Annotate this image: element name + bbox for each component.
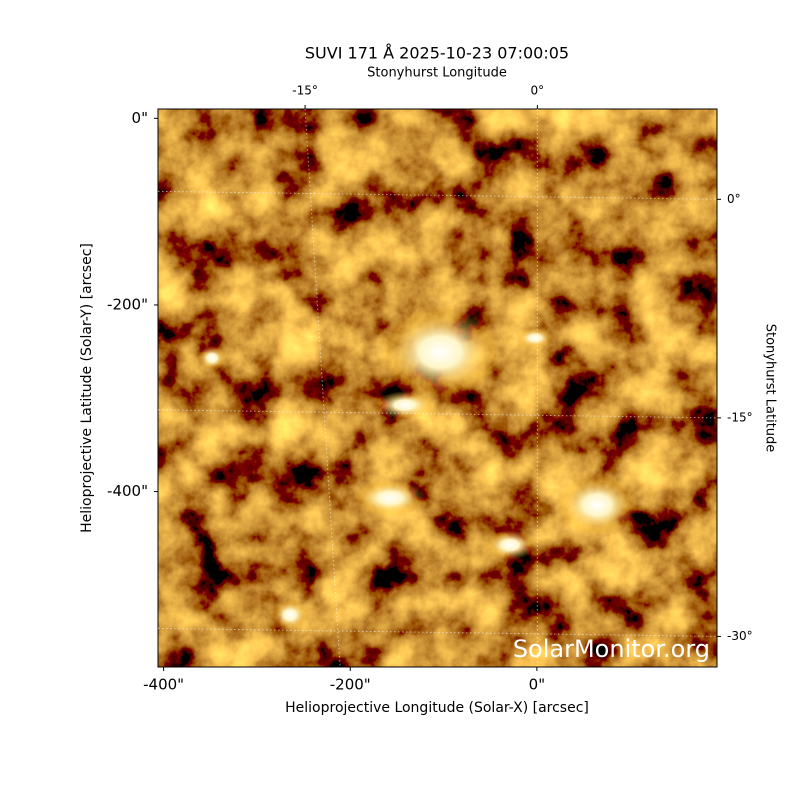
x-tick-label: 0" bbox=[529, 676, 545, 694]
x-tick-label: -400" bbox=[143, 676, 184, 694]
grid-line bbox=[157, 409, 718, 419]
right-axis-label: Stonyhurst Latitude bbox=[763, 324, 778, 453]
y-axis-label: Helioprojective Latitude (Solar-Y) [arcs… bbox=[79, 243, 95, 533]
x2-tick-label: 0° bbox=[531, 84, 545, 98]
y-tick-label: -400" bbox=[107, 482, 148, 500]
x-tick-label: -200" bbox=[330, 676, 371, 694]
axes-frame bbox=[157, 108, 718, 668]
top-axis-label: Stonyhurst Longitude bbox=[367, 66, 507, 81]
y-tick-label: 0" bbox=[132, 109, 148, 127]
y2-tick-label: 0° bbox=[727, 192, 741, 206]
y2-tick-label: -30° bbox=[727, 629, 753, 643]
y2-tick-label: -15° bbox=[727, 410, 753, 424]
grid-line bbox=[157, 190, 718, 200]
x2-tick-label: -15° bbox=[292, 84, 318, 98]
watermark: SolarMonitor.org bbox=[513, 635, 710, 663]
solar-image bbox=[158, 109, 717, 667]
y-tick-label: -200" bbox=[107, 295, 148, 313]
grid-line bbox=[304, 108, 341, 668]
x-axis-label: Helioprojective Longitude (Solar-X) [arc… bbox=[285, 700, 589, 716]
grid-line bbox=[157, 627, 718, 637]
chart-title: SUVI 171 Å 2025-10-23 07:00:05 bbox=[305, 44, 569, 63]
